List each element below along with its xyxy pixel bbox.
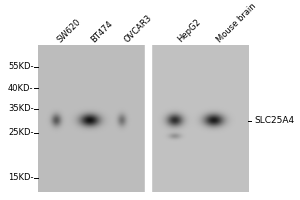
Text: BT474: BT474	[89, 19, 115, 44]
Text: HepG2: HepG2	[176, 18, 202, 44]
Text: 15KD-: 15KD-	[8, 173, 34, 182]
Bar	[145, 40, 151, 199]
Text: SW620: SW620	[56, 17, 83, 44]
Text: 25KD-: 25KD-	[8, 128, 34, 137]
Text: OVCAR3: OVCAR3	[123, 13, 154, 44]
Text: SLC25A4: SLC25A4	[254, 116, 294, 125]
Text: 55KD-: 55KD-	[8, 62, 34, 71]
Text: 35KD-: 35KD-	[8, 104, 34, 113]
Text: Mouse brain: Mouse brain	[215, 2, 258, 44]
Text: 40KD-: 40KD-	[8, 84, 34, 93]
